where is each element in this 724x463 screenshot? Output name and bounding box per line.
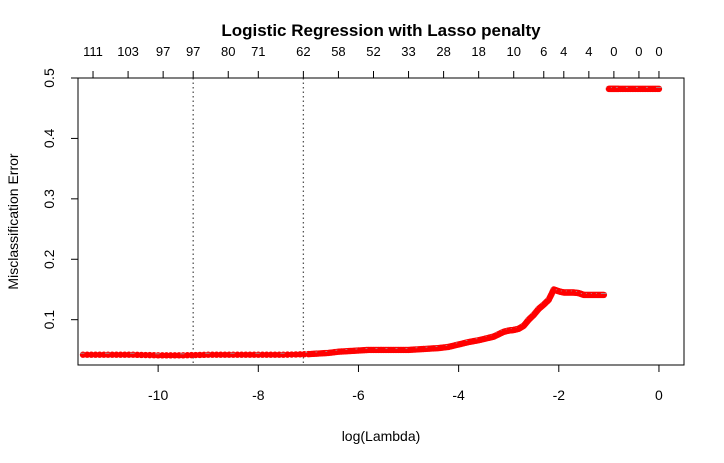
x-tick-label: -6: [352, 387, 365, 403]
top-tick-label: 33: [401, 44, 415, 59]
top-tick-label: 52: [366, 44, 380, 59]
top-tick-label: 71: [251, 44, 265, 59]
top-tick-label: 97: [156, 44, 170, 59]
y-tick-label: 0.4: [41, 128, 57, 148]
y-tick-label: 0.3: [41, 189, 57, 209]
plot-frame: [77, 77, 685, 366]
top-tick-label: 0: [655, 44, 662, 59]
top-tick-label: 58: [331, 44, 345, 59]
x-tick-label: -4: [452, 387, 465, 403]
top-tick-label: 28: [436, 44, 450, 59]
top-tick-label: 4: [560, 44, 567, 59]
data-point: [600, 291, 608, 299]
top-tick-label: 18: [471, 44, 485, 59]
x-tick-label: -10: [148, 387, 168, 403]
axes: -10 -8 -6 -4 -2 0 0.1 0.2 0.3 0.4 0.5 111 103 97 97 80 7…: [41, 44, 663, 403]
x-tick-label: -2: [553, 387, 566, 403]
chart-title: Logistic Regression with Lasso penalty: [221, 21, 541, 40]
top-tick-label: 97: [186, 44, 200, 59]
top-tick-label: 62: [296, 44, 310, 59]
top-tick-label: 10: [506, 44, 520, 59]
top-tick-label: 4: [585, 44, 592, 59]
top-tick-label: 111: [83, 44, 103, 59]
y-axis-title: Misclassification Error: [5, 153, 21, 289]
top-tick-label: 80: [221, 44, 235, 59]
y-tick-label: 0.1: [41, 310, 57, 330]
x-axis-title: log(Lambda): [342, 428, 421, 444]
y-tick-label: 0.5: [41, 68, 57, 88]
x-tick-label: 0: [655, 387, 663, 403]
top-tick-label: 0: [635, 44, 642, 59]
top-tick-label: 0: [610, 44, 617, 59]
top-tick-label: 6: [540, 44, 547, 59]
x-tick-label: -8: [252, 387, 265, 403]
data-point: [655, 85, 663, 93]
reference-lines: [192, 78, 305, 365]
data-points: [79, 85, 663, 359]
top-tick-label: 103: [117, 44, 139, 59]
y-tick-label: 0.2: [41, 249, 57, 269]
